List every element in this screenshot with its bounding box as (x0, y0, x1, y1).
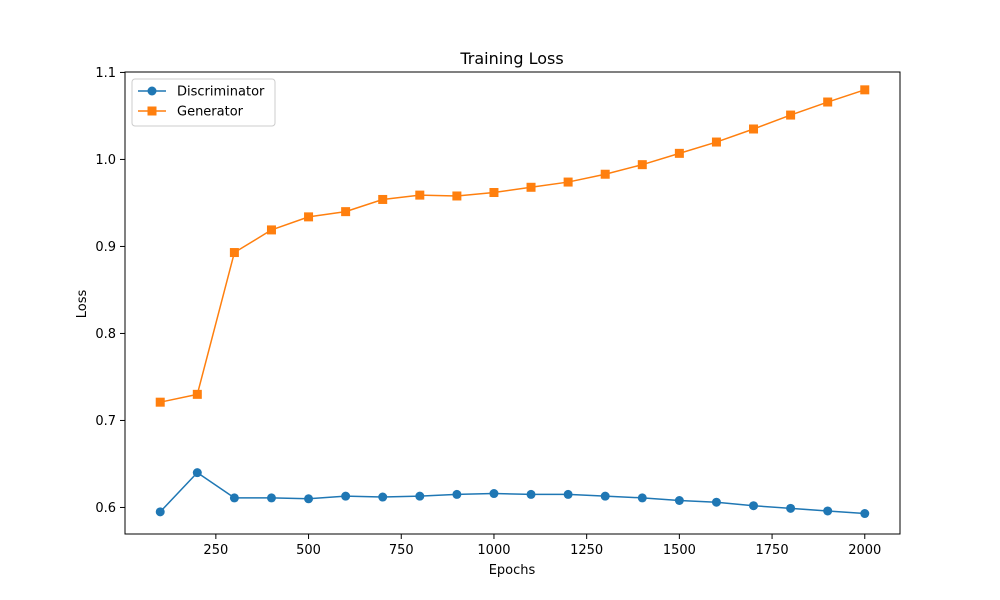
discriminator-point (489, 489, 499, 499)
x-axis-label: Epochs (489, 563, 536, 578)
legend-label-discriminator: Discriminator (177, 85, 265, 100)
discriminator-point (674, 496, 684, 506)
generator-point (341, 207, 351, 217)
y-axis-label: Loss (75, 290, 90, 319)
generator-point (749, 124, 759, 134)
generator-point (229, 248, 239, 258)
x-tick-label: 1250 (570, 543, 603, 558)
generator-point (563, 177, 573, 187)
x-tick-label: 1000 (477, 543, 510, 558)
discriminator-point (341, 491, 351, 501)
y-axis: 0.6 0.7 0.8 0.9 1.0 1.1 (95, 66, 125, 516)
discriminator-series-line (159, 471, 865, 515)
generator-point (823, 97, 833, 107)
discriminator-point (229, 493, 239, 503)
x-tick-label: 1750 (756, 543, 789, 558)
discriminator-point (563, 489, 573, 499)
generator-point (600, 169, 610, 179)
discriminator-point (860, 509, 870, 519)
x-tick-label: 1500 (663, 543, 696, 558)
x-tick-label: 250 (203, 543, 228, 558)
legend: Discriminator Generator (131, 78, 276, 127)
y-tick-label: 1.0 (95, 153, 116, 168)
y-tick-label: 1.1 (95, 66, 116, 81)
generator-point (155, 397, 165, 407)
discriminator-point (304, 494, 314, 504)
generator-point (378, 194, 388, 204)
plot-area (125, 72, 900, 534)
generator-point (674, 148, 684, 158)
series-layer (155, 85, 870, 519)
generator-point (786, 110, 796, 120)
legend-item-generator: Generator (138, 105, 244, 120)
discriminator-point (637, 493, 647, 503)
legend-marker-generator (147, 106, 157, 116)
discriminator-point (192, 468, 202, 478)
y-tick-label: 0.8 (95, 327, 116, 342)
generator-point (192, 389, 202, 399)
generator-point (266, 225, 276, 235)
generator-point (304, 212, 314, 222)
discriminator-point (786, 503, 796, 513)
plot-border (124, 71, 901, 535)
y-tick-label: 0.6 (95, 501, 116, 516)
x-tick-label: 750 (389, 543, 414, 558)
discriminator-point (526, 489, 536, 499)
legend-label-generator: Generator (177, 105, 244, 120)
generator-point (489, 188, 499, 198)
chart-title: Training Loss (459, 49, 563, 68)
discriminator-point (266, 493, 276, 503)
discriminator-point (711, 497, 721, 507)
generator-point (711, 137, 721, 147)
generator-point (637, 160, 647, 170)
generator-point (526, 182, 536, 192)
generator-point (860, 85, 870, 95)
discriminator-point (378, 492, 388, 502)
legend-box (131, 78, 276, 127)
x-tick-label: 2000 (848, 543, 881, 558)
x-axis: 250 500 750 1000 1250 1500 1750 2000 (203, 534, 881, 558)
discriminator-point (823, 506, 833, 516)
discriminator-point (415, 491, 425, 501)
discriminator-point (600, 491, 610, 501)
generator-series-line (160, 89, 866, 403)
discriminator-point (749, 501, 759, 511)
legend-item-discriminator: Discriminator (138, 85, 265, 100)
y-tick-label: 0.9 (95, 240, 116, 255)
discriminator-point (452, 489, 462, 499)
generator-point (415, 190, 425, 200)
y-tick-label: 0.7 (95, 414, 116, 429)
x-tick-label: 500 (296, 543, 321, 558)
legend-marker-discriminator (147, 86, 157, 96)
generator-point (452, 191, 462, 201)
discriminator-point (155, 507, 165, 517)
